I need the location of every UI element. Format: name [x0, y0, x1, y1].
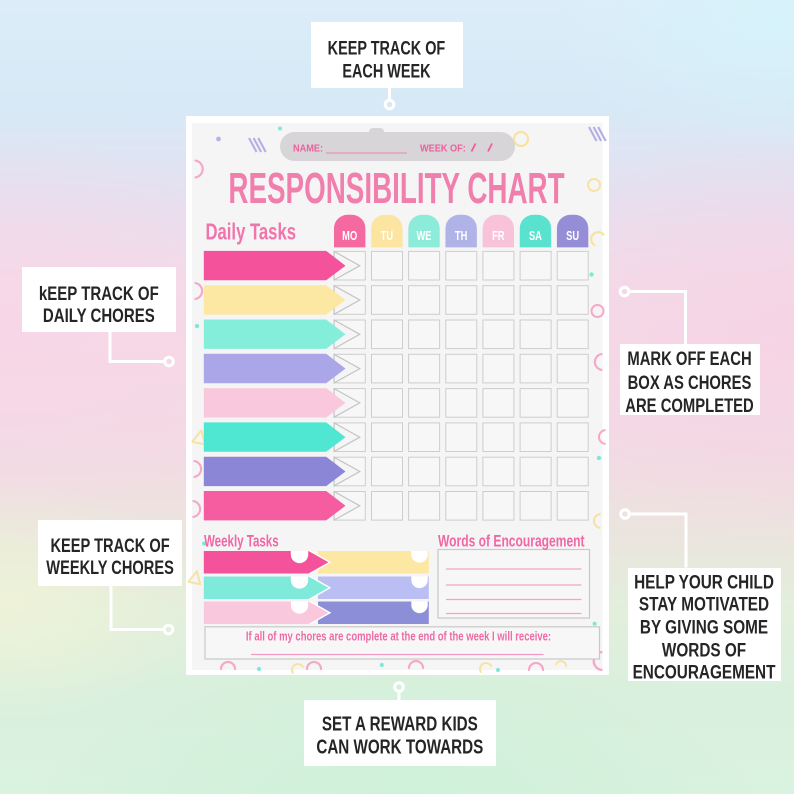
svg-text:FR: FR	[492, 230, 504, 244]
svg-text:TU: TU	[381, 230, 393, 244]
svg-text:TH: TH	[455, 230, 467, 244]
svg-text:Weekly Tasks: Weekly Tasks	[204, 532, 279, 551]
svg-text:SU: SU	[566, 230, 579, 244]
svg-text:If all of my chores are comple: If all of my chores are complete at the …	[246, 630, 551, 644]
svg-text:WEEK OF:: WEEK OF:	[420, 143, 466, 155]
svg-text:WE: WE	[416, 230, 431, 244]
svg-text:RESPONSIBILITY CHART: RESPONSIBILITY CHART	[228, 164, 565, 213]
svg-text:NAME:: NAME:	[293, 143, 323, 155]
svg-text:SA: SA	[529, 230, 542, 244]
svg-text:Daily Tasks: Daily Tasks	[206, 220, 297, 245]
svg-text:MO: MO	[342, 230, 357, 244]
svg-text:Words of Encouragement: Words of Encouragement	[438, 533, 585, 551]
